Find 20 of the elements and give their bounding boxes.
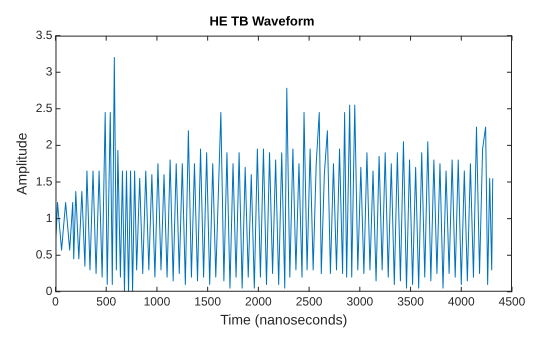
x-tick-label: 500 [96, 294, 117, 308]
chart-title: HE TB Waveform [210, 13, 314, 28]
x-axis-title: Time (nanoseconds) [220, 311, 348, 328]
x-tick-label: 2000 [245, 294, 272, 308]
x-tick-label: 3000 [346, 294, 374, 308]
y-tick-label: 2 [46, 138, 53, 152]
y-tick-label: 3.5 [36, 28, 53, 42]
x-tick-label: 2500 [296, 294, 323, 308]
y-tick-label: 0.5 [36, 248, 53, 262]
y-tick-label: 1 [46, 210, 53, 225]
y-tick-label: 2.5 [36, 101, 53, 116]
y-tick-label: 0 [46, 284, 53, 298]
x-tick-label: 1000 [144, 294, 171, 308]
y-tick-label: 1.5 [36, 174, 53, 188]
x-tick-label: 3500 [397, 294, 424, 308]
x-tick-label: 1500 [194, 294, 222, 308]
y-axis-title: Amplitude [13, 132, 30, 195]
x-tick-label: 4500 [498, 294, 526, 308]
x-tick-label: 4000 [448, 294, 475, 308]
y-tick-label: 3 [46, 64, 53, 79]
